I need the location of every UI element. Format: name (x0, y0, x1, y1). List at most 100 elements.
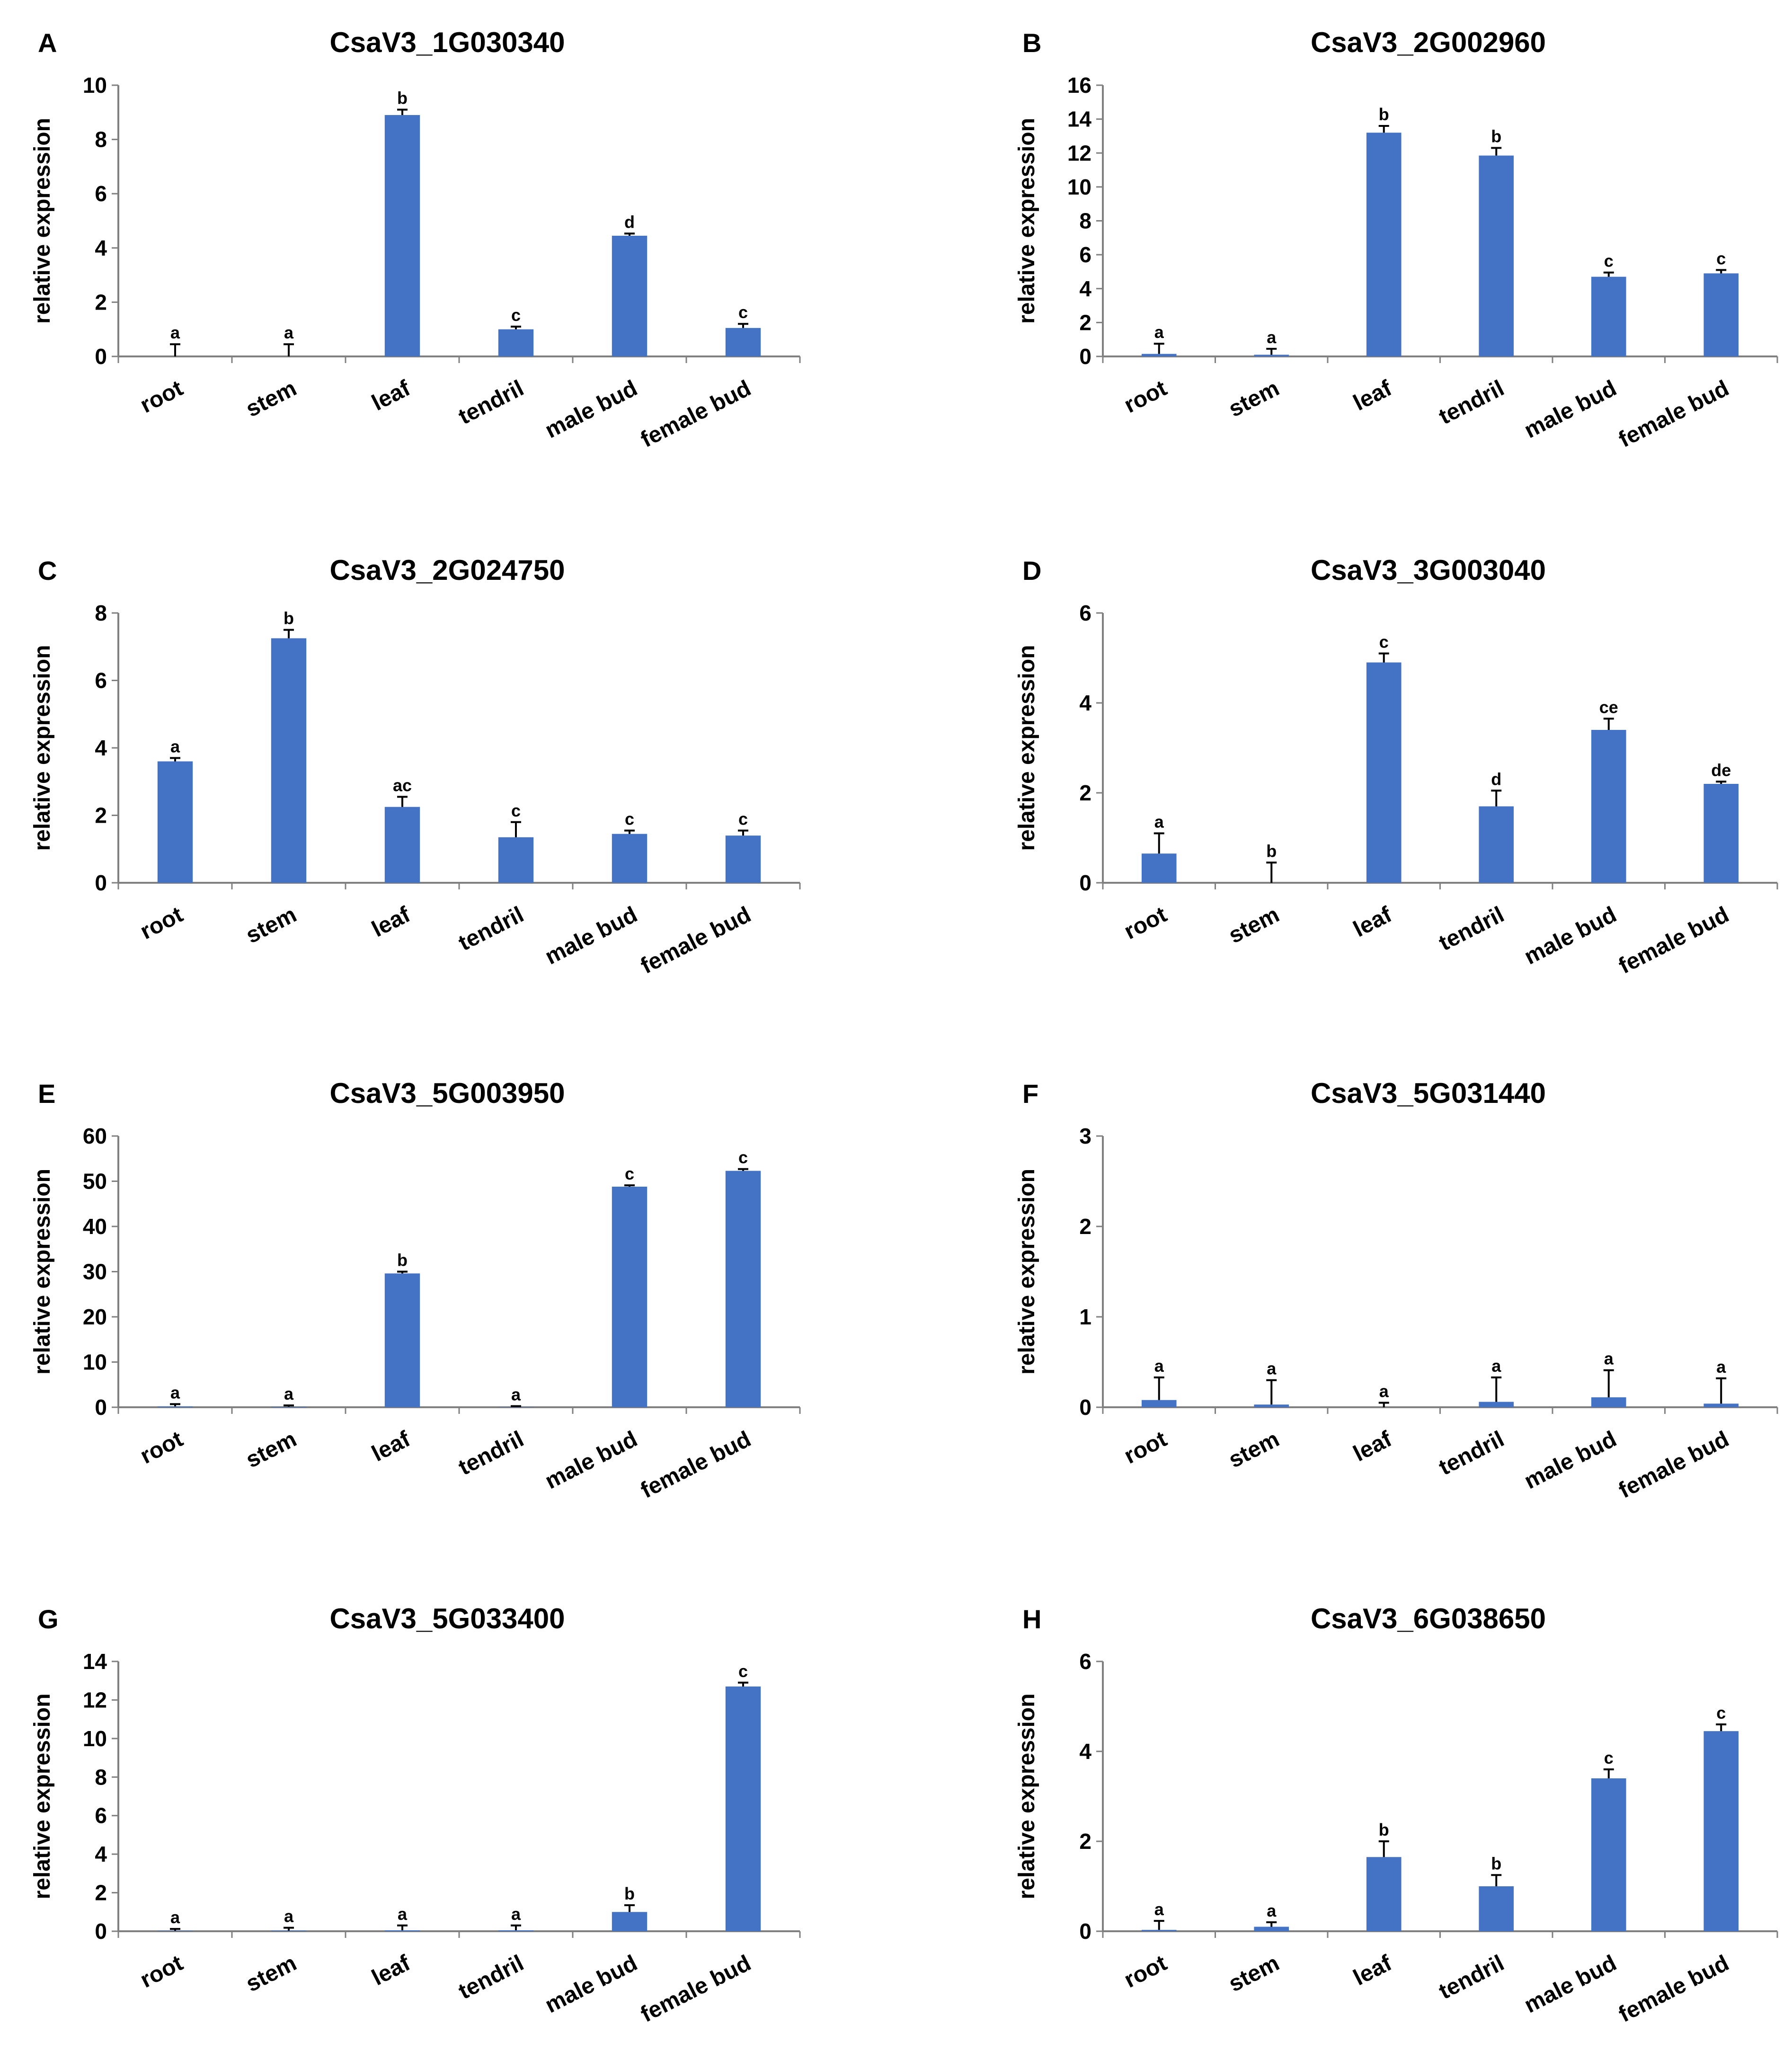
y-tick-label: 14 (1067, 107, 1092, 132)
bar (157, 1406, 193, 1407)
bar (1703, 1731, 1739, 1931)
x-tick-label: leaf (1349, 902, 1396, 942)
significance-label: a (1154, 1900, 1164, 1919)
y-tick-label: 10 (83, 73, 107, 98)
bar (1591, 1397, 1626, 1407)
panel-d: D CsaV3_3G003040 relative expression 0 2 4 6 a r… (1014, 554, 1778, 979)
panel-letter: G (38, 1604, 59, 1634)
y-tick-label: 0 (95, 1395, 107, 1420)
bar (1366, 133, 1402, 356)
y-tick-label: 6 (95, 668, 107, 693)
significance-label: b (284, 609, 294, 628)
x-tick-label: male bud (541, 902, 641, 970)
y-axis-label: relative expression (30, 645, 55, 851)
significance-label: a (284, 323, 294, 342)
x-tick-label: male bud (541, 1427, 641, 1494)
significance-label: a (398, 1904, 408, 1924)
bar (1141, 1930, 1177, 1931)
x-tick-label: tendril (454, 1951, 528, 2005)
x-tick-label: tendril (1435, 1427, 1508, 1481)
bar (612, 834, 648, 883)
significance-label: a (170, 323, 180, 342)
bar (498, 837, 534, 883)
y-tick-label: 0 (95, 1919, 107, 1944)
chart-title: CsaV3_5G031440 (1311, 1077, 1546, 1109)
y-tick-label: 4 (1079, 691, 1091, 715)
panel-letter: B (1022, 28, 1041, 58)
bar (725, 835, 761, 883)
y-axis-label: relative expression (30, 118, 55, 324)
x-tick-label: stem (1224, 902, 1283, 949)
bar (612, 1186, 648, 1407)
bar (1254, 1404, 1289, 1407)
x-tick-label: female bud (1615, 1427, 1733, 1503)
panel-b: B CsaV3_2G002960 relative expression 0 2 4 6 8 1… (1014, 27, 1778, 453)
significance-label: d (624, 212, 635, 231)
bar (384, 1930, 420, 1931)
x-tick-label: leaf (1349, 1426, 1396, 1466)
significance-label: b (1266, 841, 1277, 861)
significance-label: b (1491, 1854, 1501, 1873)
significance-label: ac (393, 775, 412, 795)
y-tick-label: 8 (1079, 209, 1091, 233)
y-tick-label: 0 (1079, 1919, 1091, 1944)
y-tick-label: 0 (1079, 1395, 1091, 1420)
y-tick-label: 4 (95, 1842, 107, 1866)
y-axis-label: relative expression (30, 1169, 55, 1375)
x-tick-label: stem (242, 376, 301, 422)
y-tick-label: 2 (1079, 781, 1091, 805)
x-tick-label: root (136, 1427, 187, 1469)
significance-label: ce (1599, 697, 1618, 717)
x-tick-label: root (1120, 376, 1171, 418)
chart-title: CsaV3_6G038650 (1311, 1603, 1546, 1634)
panel-letter: F (1022, 1079, 1038, 1109)
bar (725, 1686, 761, 1931)
bar (498, 329, 534, 356)
bar (1591, 276, 1626, 356)
y-tick-label: 6 (1079, 601, 1091, 625)
panel-letter: C (38, 556, 57, 586)
x-tick-label: female bud (1615, 1951, 1733, 2027)
significance-label: a (511, 1904, 521, 1924)
significance-label: c (738, 302, 748, 322)
y-tick-label: 4 (95, 236, 107, 260)
bar (1366, 1857, 1402, 1931)
y-tick-label: 60 (83, 1124, 107, 1148)
x-tick-label: stem (242, 902, 301, 949)
bar (1479, 1886, 1514, 1931)
chart-title: CsaV3_1G030340 (329, 27, 565, 58)
significance-label: a (1491, 1356, 1501, 1376)
y-tick-label: 10 (83, 1350, 107, 1375)
bar (271, 638, 307, 883)
y-tick-label: 0 (1079, 870, 1091, 895)
significance-label: a (1154, 812, 1164, 832)
x-tick-label: stem (1224, 376, 1283, 422)
bar (1591, 730, 1626, 883)
x-tick-label: male bud (1520, 1951, 1621, 2018)
bar (1254, 1927, 1289, 1931)
significance-label: c (738, 1661, 748, 1681)
significance-label: a (1604, 1349, 1614, 1368)
y-tick-label: 8 (95, 1765, 107, 1789)
y-tick-label: 30 (83, 1260, 107, 1284)
significance-label: b (1379, 105, 1389, 124)
bar (1703, 273, 1739, 356)
bar (1141, 1400, 1177, 1407)
y-axis-label: relative expression (1014, 1694, 1039, 1900)
x-tick-label: female bud (637, 1951, 755, 2027)
bar (1591, 1778, 1626, 1931)
y-tick-label: 1 (1079, 1305, 1091, 1329)
panel-h: H CsaV3_6G038650 relative expression 0 2 4 6 a r… (1014, 1603, 1778, 2027)
bar (1703, 1403, 1739, 1407)
x-tick-label: root (136, 1951, 187, 1993)
bar (1479, 155, 1514, 356)
x-tick-label: stem (1224, 1427, 1283, 1473)
significance-label: a (1267, 328, 1277, 347)
bar (1141, 853, 1177, 883)
significance-label: c (511, 305, 521, 325)
x-tick-label: male bud (541, 376, 641, 444)
bar (498, 1930, 534, 1931)
y-tick-label: 4 (1079, 276, 1091, 301)
x-tick-label: male bud (541, 1951, 641, 2018)
y-tick-label: 4 (1079, 1739, 1091, 1764)
